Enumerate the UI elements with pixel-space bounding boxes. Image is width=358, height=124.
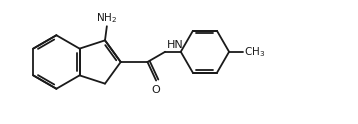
Text: CH$_3$: CH$_3$ (244, 45, 266, 59)
Text: O: O (152, 85, 160, 95)
Text: NH$_2$: NH$_2$ (96, 11, 117, 25)
Text: HN: HN (167, 40, 183, 50)
